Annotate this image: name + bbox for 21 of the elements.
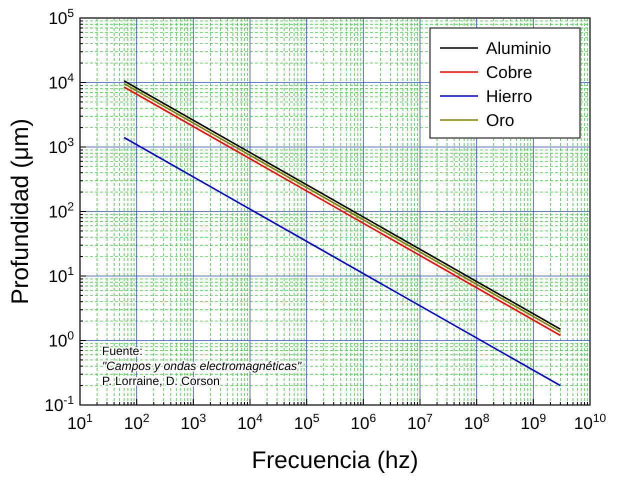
x-tick-label: 10$^{3}$: [180, 411, 206, 433]
y-tick-label: 10$^{1}$: [48, 264, 74, 286]
y-tick-label: 10$^{2}$: [48, 200, 74, 222]
legend-label: Hierro: [486, 87, 532, 106]
y-tick-label: 10$^{4}$: [48, 70, 74, 92]
x-tick-label: 10$^{6}$: [350, 411, 376, 433]
x-tick-label: 10$^{7}$: [407, 411, 434, 433]
legend-label: Oro: [486, 111, 514, 130]
x-tick-label: 10$^{5}$: [294, 411, 320, 433]
y-tick-label: 10$^{5}$: [48, 6, 74, 28]
legend-label: Cobre: [486, 63, 532, 82]
x-tick-label: 10$^{10}$: [574, 411, 606, 433]
y-tick-label: 10$^{0}$: [48, 328, 74, 350]
x-tick-label: 10$^{9}$: [520, 411, 546, 433]
legend-label: Aluminio: [486, 39, 552, 58]
x-axis-title: Frecuencia (hz): [252, 447, 418, 474]
x-tick-label: 10$^{8}$: [464, 411, 490, 433]
y-tick-label: 10$^{3}$: [48, 135, 74, 157]
x-tick-label: 10$^{2}$: [124, 411, 150, 433]
y-axis-title: Profundidad (μm): [7, 118, 34, 304]
x-tick-label: 10$^{4}$: [237, 411, 264, 433]
